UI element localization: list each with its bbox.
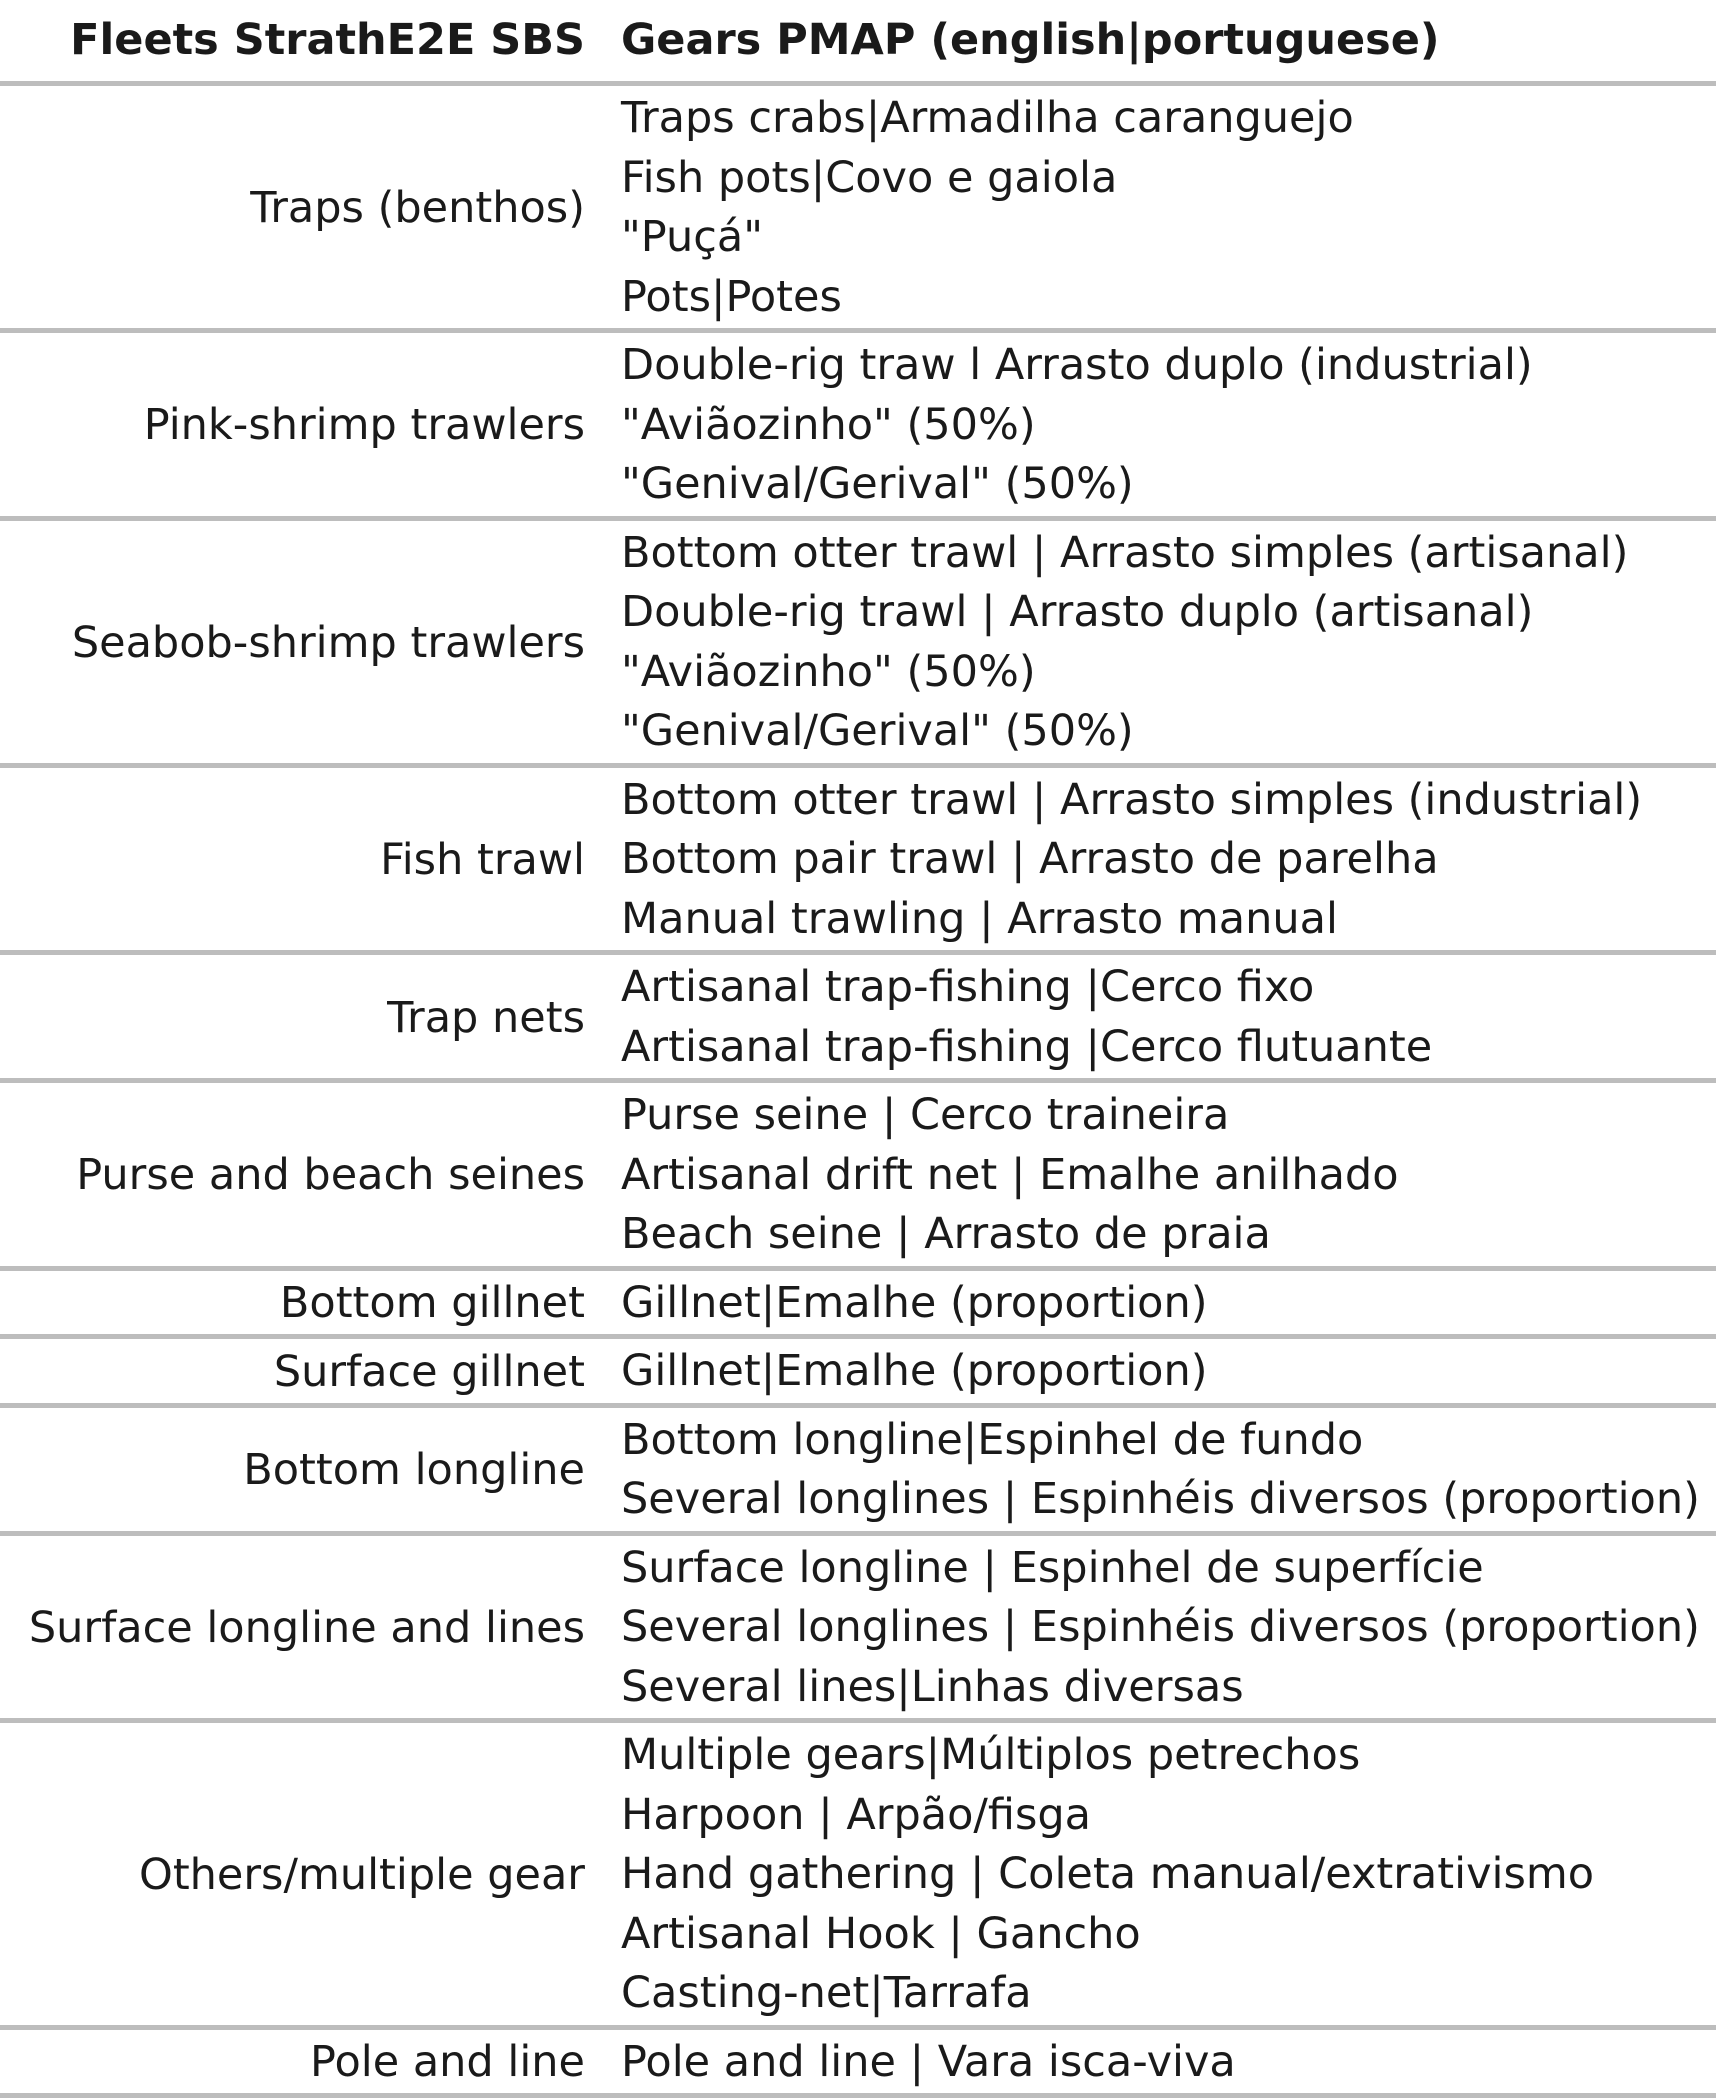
table-row: Pink-shrimp trawlers Double-rig traw l Ar… xyxy=(0,333,1716,521)
gear-item: Traps crabs|Armadilha caranguejo xyxy=(621,89,1716,149)
gear-item: Artisanal Hook | Gancho xyxy=(621,1905,1716,1965)
gear-item: Manual trawling | Arrasto manual xyxy=(621,890,1716,950)
gears-cell: Bottom otter trawl | Arrasto simples (in… xyxy=(585,771,1716,950)
gear-item: Several longlines | Espinhéis diversos (… xyxy=(621,1470,1716,1530)
gear-item: Surface longline | Espinhel de superfíci… xyxy=(621,1539,1716,1599)
gear-item: Several longlines | Espinhéis diversos (… xyxy=(621,1598,1716,1658)
table-header: Fleets StrathE2E SBS Gears PMAP (english… xyxy=(0,0,1716,86)
fleet-cell: Trap nets xyxy=(0,958,585,1077)
table-row: Pole and line Pole and line | Vara isca-v… xyxy=(0,2030,1716,2098)
table-row: Surface gillnet Gillnet|Emalhe (proportio… xyxy=(0,1339,1716,1408)
fleet-cell: Pole and line xyxy=(0,2033,585,2093)
gear-item: Artisanal trap-fishing |Cerco flutuante xyxy=(621,1018,1716,1078)
gear-item: Bottom otter trawl | Arrasto simples (in… xyxy=(621,771,1716,831)
gear-item: Pole and line | Vara isca-viva xyxy=(621,2033,1716,2093)
fleet-cell: Surface longline and lines xyxy=(0,1539,585,1718)
gear-item: Double-rig traw l Arrasto duplo (industr… xyxy=(621,336,1716,396)
gear-item: "Genival/Gerival" (50%) xyxy=(621,702,1716,762)
table-body: Traps (benthos)Traps crabs|Armadilha car… xyxy=(0,86,1716,2098)
gears-cell: Bottom otter trawl | Arrasto simples (ar… xyxy=(585,524,1716,762)
table-row: Fish trawl Bottom otter trawl | Arrasto s… xyxy=(0,768,1716,956)
gear-item: "Aviãozinho" (50%) xyxy=(621,396,1716,456)
gear-item: Artisanal trap-fishing |Cerco fixo xyxy=(621,958,1716,1018)
gears-cell: Double-rig traw l Arrasto duplo (industr… xyxy=(585,336,1716,515)
gear-item: Fish pots|Covo e gaiola xyxy=(621,149,1716,209)
gears-cell: Surface longline | Espinhel de superfíci… xyxy=(585,1539,1716,1718)
gear-item: Casting-net|Tarrafa xyxy=(621,1964,1716,2024)
gear-item: Several lines|Linhas diversas xyxy=(621,1658,1716,1718)
gears-cell: Gillnet|Emalhe (proportion) xyxy=(585,1274,1716,1334)
fleet-cell: Surface gillnet xyxy=(0,1342,585,1402)
gear-item: Bottom longline|Espinhel de fundo xyxy=(621,1411,1716,1471)
gear-item: "Aviãozinho" (50%) xyxy=(621,643,1716,703)
gear-item: Bottom otter trawl | Arrasto simples (ar… xyxy=(621,524,1716,584)
fleet-cell: Fish trawl xyxy=(0,771,585,950)
table-row: Traps (benthos)Traps crabs|Armadilha car… xyxy=(0,86,1716,333)
gears-cell: Gillnet|Emalhe (proportion) xyxy=(585,1342,1716,1402)
gear-item: Gillnet|Emalhe (proportion) xyxy=(621,1342,1716,1402)
fleet-cell: Bottom gillnet xyxy=(0,1274,585,1334)
gear-item: Harpoon | Arpão/fisga xyxy=(621,1786,1716,1846)
fleets-column-header: Fleets StrathE2E SBS xyxy=(0,0,585,81)
fleet-cell: Seabob-shrimp trawlers xyxy=(0,524,585,762)
gear-item: Double-rig trawl | Arrasto duplo (artisa… xyxy=(621,583,1716,643)
gear-item: "Puçá" xyxy=(621,208,1716,268)
gears-column-header: Gears PMAP (english|portuguese) xyxy=(585,0,1440,81)
table-row: Seabob-shrimp trawlers Bottom otter trawl… xyxy=(0,521,1716,768)
gear-item: Pots|Potes xyxy=(621,268,1716,328)
fleet-cell: Bottom longline xyxy=(0,1411,585,1530)
gear-item: Beach seine | Arrasto de praia xyxy=(621,1205,1716,1265)
gear-item: Artisanal drift net | Emalhe anilhado xyxy=(621,1146,1716,1206)
fleet-cell: Purse and beach seines xyxy=(0,1086,585,1265)
gear-item: Bottom pair trawl | Arrasto de parelha xyxy=(621,830,1716,890)
gear-item: Hand gathering | Coleta manual/extrativi… xyxy=(621,1845,1716,1905)
gear-item: Multiple gears|Múltiplos petrechos xyxy=(621,1726,1716,1786)
fleet-cell: Others/multiple gear xyxy=(0,1726,585,2024)
fleet-cell: Traps (benthos) xyxy=(0,89,585,327)
gear-item: Gillnet|Emalhe (proportion) xyxy=(621,1274,1716,1334)
table-row: Bottom gillnet Gillnet|Emalhe (proportion… xyxy=(0,1271,1716,1340)
gears-cell: Pole and line | Vara isca-viva xyxy=(585,2033,1716,2093)
fleet-cell: Pink-shrimp trawlers xyxy=(0,336,585,515)
gear-item: Purse seine | Cerco traineira xyxy=(621,1086,1716,1146)
gear-item: "Genival/Gerival" (50%) xyxy=(621,455,1716,515)
table-row: Surface longline and lines Surface longli… xyxy=(0,1536,1716,1724)
